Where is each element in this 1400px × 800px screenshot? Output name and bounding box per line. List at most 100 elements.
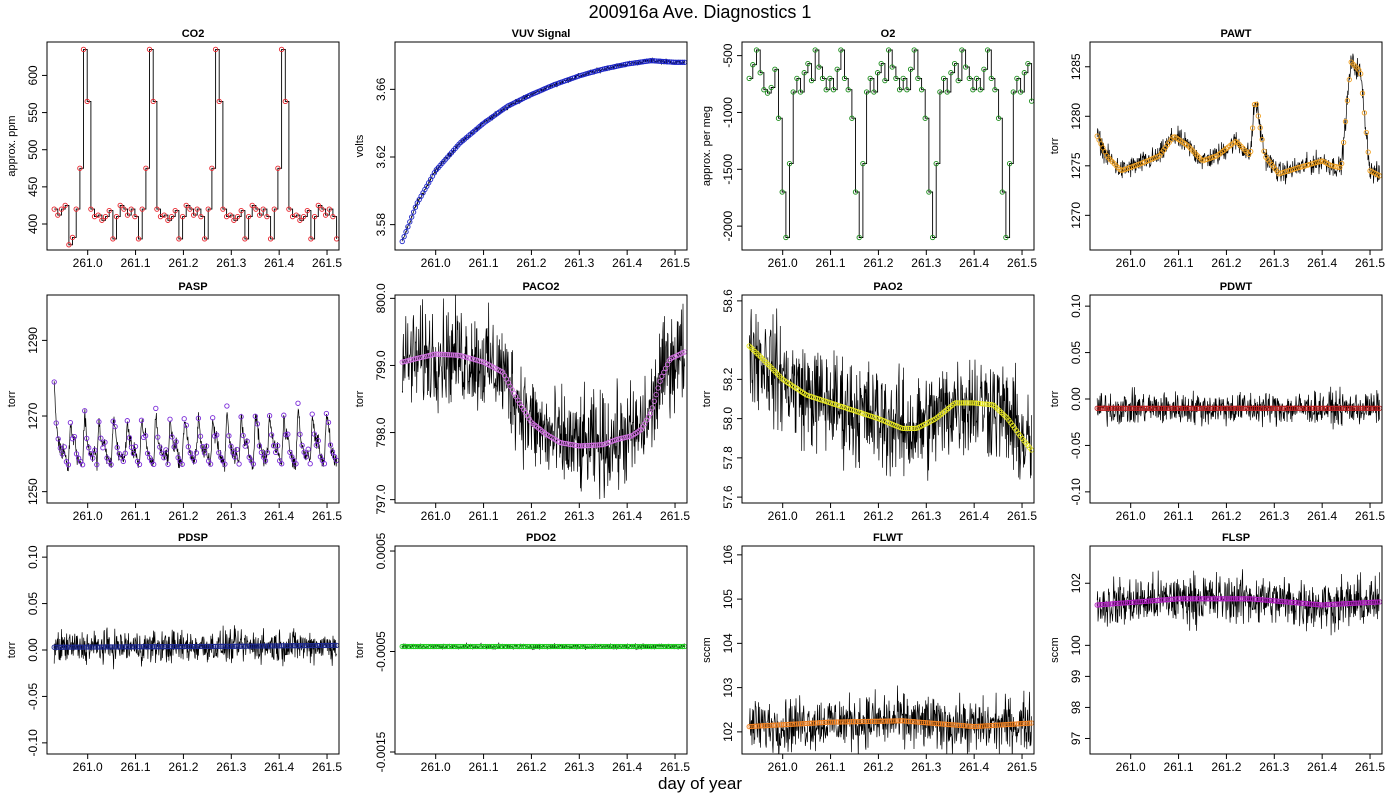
flsp-data-point xyxy=(1289,599,1296,606)
pdwt-data-point xyxy=(1164,405,1170,411)
pdsp-data-point xyxy=(273,643,279,649)
o2-x-tick-label: 261.4 xyxy=(959,256,989,270)
vuv-data-point xyxy=(649,58,656,64)
flwt-data-point xyxy=(937,721,944,727)
pdsp-y-tick-label: 0.10 xyxy=(26,545,40,569)
pdo2-data-point xyxy=(515,643,521,650)
o2-x-tick-label: 261.0 xyxy=(768,256,798,270)
pdsp-data-point xyxy=(165,643,171,650)
flwt-data-point xyxy=(900,718,906,724)
pdwt-data-point xyxy=(1337,405,1343,411)
pdwt-data-point xyxy=(1358,405,1364,411)
pdo2-data-point xyxy=(530,643,536,650)
o2-data-point xyxy=(805,60,811,67)
pdo2-data-point xyxy=(524,643,530,650)
pdo2-data-point xyxy=(666,643,673,650)
pasp-data-point xyxy=(281,412,287,418)
co2-x-tick-label: 261.5 xyxy=(312,256,342,270)
flsp-data-point xyxy=(1249,596,1256,602)
pdwt-data-point xyxy=(1356,405,1362,411)
co2-data-point xyxy=(275,165,281,171)
pdsp-data-point xyxy=(61,644,67,650)
pdwt-data-point xyxy=(1238,405,1244,411)
co2-data-point xyxy=(319,206,325,212)
flwt-data-point xyxy=(962,723,968,729)
pdo2-data-point xyxy=(401,643,407,650)
pdo2-data-point xyxy=(452,643,458,650)
pasp-data-point xyxy=(120,458,126,465)
pdo2-data-point xyxy=(625,643,631,650)
pao2-x-tick-label: 261.1 xyxy=(816,509,846,523)
pdwt-data-point xyxy=(1140,405,1146,411)
vuv-plot-frame xyxy=(394,41,688,251)
flsp-data-point xyxy=(1282,599,1288,605)
pdsp-data-point xyxy=(242,643,249,649)
pdwt-data-point xyxy=(1242,405,1248,411)
flwt-data-point xyxy=(837,719,843,725)
pdo2-data-point xyxy=(511,643,517,650)
flwt-data-point xyxy=(875,718,881,724)
pdsp-data-point xyxy=(93,644,99,650)
pdsp-data-point xyxy=(170,643,177,650)
flsp-data-point xyxy=(1344,600,1351,607)
pdo2-x-tick-label: 261.1 xyxy=(469,760,499,774)
pdo2-data-point xyxy=(424,643,430,650)
pdsp-data-point xyxy=(134,644,141,650)
flwt-data-point xyxy=(890,718,896,724)
paco2-data-point xyxy=(448,352,455,358)
o2-data-point xyxy=(816,64,822,70)
pdo2-data-point xyxy=(651,643,657,650)
paco2-data-point xyxy=(655,385,661,391)
pdwt-x-tick-label: 261.2 xyxy=(1211,509,1241,523)
pasp-y-tick-label: 1290 xyxy=(26,327,40,354)
paco2-data-point xyxy=(653,391,659,398)
flwt-data-point xyxy=(790,721,796,727)
pdwt-data-point xyxy=(1314,405,1320,411)
pdsp-data-point xyxy=(136,644,143,650)
o2-y-tick-label: -500 xyxy=(721,43,735,67)
flsp-data-point xyxy=(1168,596,1174,602)
flsp-data-point xyxy=(1179,596,1186,602)
flsp-data-point xyxy=(1255,596,1261,603)
flwt-data-point xyxy=(845,719,851,725)
pdsp-x-tick-label: 261.5 xyxy=(312,760,342,774)
paco2-data-point xyxy=(587,442,593,449)
pdwt-data-point xyxy=(1215,405,1222,411)
flwt-data-point xyxy=(972,723,978,730)
pdsp-data-point xyxy=(161,643,167,650)
pdwt-x-tick-label: 261.0 xyxy=(1116,509,1146,523)
pdsp-data-point xyxy=(324,642,330,649)
flwt-data-point xyxy=(994,722,1001,728)
pasp-data-point xyxy=(207,461,214,467)
flsp-data-point xyxy=(1194,596,1201,602)
pdo2-data-point xyxy=(471,643,477,650)
flwt-data-point xyxy=(807,720,813,726)
pasp-data-point xyxy=(285,431,291,437)
flsp-data-point xyxy=(1196,596,1203,602)
flwt-data-point xyxy=(864,718,870,725)
pdwt-data-point xyxy=(1354,405,1360,411)
vuv-data-point xyxy=(630,60,637,66)
pdwt-x-tick-label: 261.5 xyxy=(1355,509,1385,523)
flsp-x-tick-label: 261.0 xyxy=(1116,760,1146,774)
flwt-data-point xyxy=(782,721,788,728)
flwt-data-point xyxy=(828,719,834,725)
paco2-x-tick-label: 261.3 xyxy=(564,509,594,523)
pasp-data-point xyxy=(138,417,145,423)
o2-data-point xyxy=(944,89,950,95)
pdo2-data-point xyxy=(568,643,574,650)
paco2-y-tick-label: 800.0 xyxy=(374,283,388,313)
pdwt-data-point xyxy=(1265,405,1271,411)
pdsp-data-point xyxy=(311,642,317,649)
vuv-x-tick-label: 261.0 xyxy=(421,256,451,270)
pdwt-data-point xyxy=(1193,405,1199,411)
co2-x-tick-label: 261.4 xyxy=(264,256,294,270)
pdwt-data-point xyxy=(1350,405,1356,411)
pdo2-y-axis-label: torr xyxy=(354,641,366,658)
pao2-x-tick-label: 261.2 xyxy=(863,509,893,523)
pao2-data-point xyxy=(968,400,974,406)
co2-data-point xyxy=(150,98,156,105)
pasp-data-point xyxy=(305,446,311,452)
pasp-data-point xyxy=(183,422,189,428)
o2-y-tick-label: -1500 xyxy=(721,154,735,185)
